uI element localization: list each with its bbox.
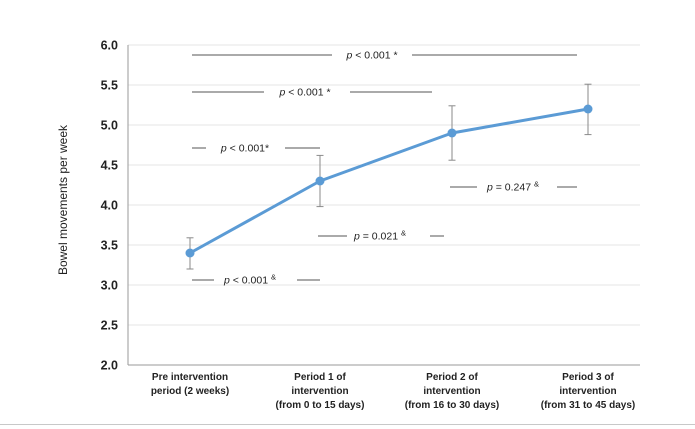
p-value-text: < 0.001 [230, 275, 271, 287]
p-value-label: p = 0.247 & [486, 180, 539, 194]
p-symbol: p [278, 87, 285, 99]
x-category-label: intervention [291, 386, 348, 397]
data-point [185, 248, 195, 258]
y-tick-label: 5.5 [101, 79, 118, 93]
x-category-label: period (2 weeks) [151, 386, 229, 397]
p-symbol: p [345, 50, 352, 62]
significance-annotations: p < 0.001 *p < 0.001 *p < 0.001*p = 0.24… [192, 50, 577, 287]
p-value-annotation: p = 0.247 & [450, 180, 577, 194]
p-value-label: p < 0.001 * [278, 87, 330, 99]
p-value-annotation: p = 0.021 & [318, 229, 444, 243]
y-tick-label: 4.0 [101, 199, 118, 213]
p-value-annotation: p < 0.001 * [192, 50, 577, 62]
p-value-superscript: & [534, 180, 539, 189]
y-tick-labels: 2.0 2.5 3.0 3.5 4.0 4.5 5.0 5.5 6.0 [101, 39, 118, 373]
x-category-label: Period 3 of [562, 372, 614, 383]
p-value-text: < 0.001 * [285, 87, 330, 99]
x-category-label: intervention [423, 386, 480, 397]
series-line [189, 107, 589, 255]
y-tick-label: 6.0 [101, 39, 118, 53]
x-category-label: Period 1 of [294, 372, 346, 383]
p-value-text: = 0.021 [360, 231, 401, 243]
x-category-labels: Pre intervention period (2 weeks) Period 1… [151, 372, 635, 411]
p-symbol: p [486, 182, 493, 194]
p-value-label: p < 0.001 * [345, 50, 397, 62]
y-tick-label: 3.0 [101, 279, 118, 293]
bottom-divider [0, 424, 695, 425]
p-value-label: p = 0.021 & [353, 229, 406, 243]
data-point [583, 104, 593, 114]
p-value-annotation: p < 0.001* [192, 143, 320, 155]
y-tick-label: 2.0 [101, 359, 118, 373]
p-value-label: p < 0.001* [220, 143, 269, 155]
p-value-annotation: p < 0.001 * [192, 87, 432, 99]
x-category-label: (from 16 to 30 days) [405, 400, 499, 411]
x-category-label: Pre intervention [152, 372, 228, 383]
p-symbol: p [220, 143, 227, 155]
y-tick-label: 2.5 [101, 319, 118, 333]
data-point [315, 176, 325, 186]
y-tick-label: 3.5 [101, 239, 118, 253]
y-tick-label: 4.5 [101, 159, 118, 173]
x-category-label: (from 0 to 15 days) [276, 400, 365, 411]
p-value-text: < 0.001* [227, 143, 269, 155]
y-tick-label: 5.0 [101, 119, 118, 133]
data-points [185, 104, 593, 258]
p-value-label: p < 0.001 & [223, 273, 276, 287]
x-category-label: Period 2 of [426, 372, 478, 383]
x-category-label: intervention [559, 386, 616, 397]
p-value-superscript: & [271, 273, 276, 282]
gridlines [128, 44, 640, 326]
p-symbol: p [223, 275, 230, 287]
data-point [447, 128, 457, 138]
p-symbol: p [353, 231, 360, 243]
x-category-label: (from 31 to 45 days) [541, 400, 635, 411]
p-value-text: = 0.247 [493, 182, 534, 194]
y-axis-title: Bowel movements per week [56, 124, 70, 275]
p-value-annotation: p < 0.001 & [192, 273, 320, 287]
p-value-text: < 0.001 * [352, 50, 397, 62]
p-value-superscript: & [401, 229, 406, 238]
